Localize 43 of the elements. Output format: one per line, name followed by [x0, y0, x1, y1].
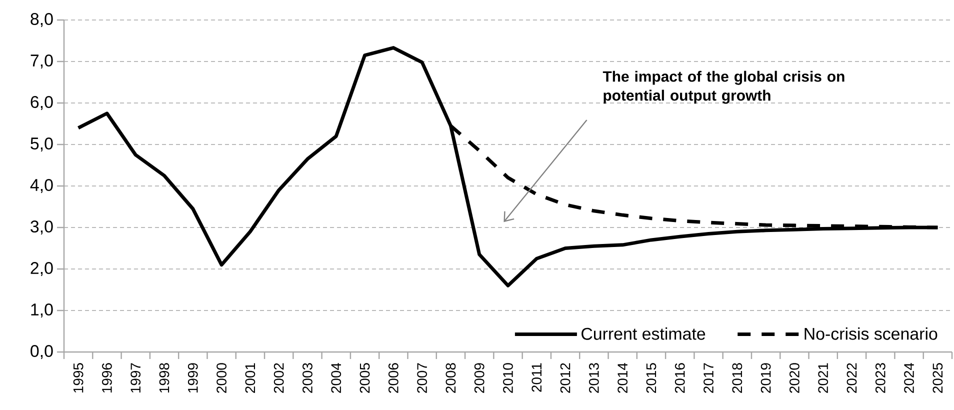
x-tick-label: 2022 — [846, 363, 857, 393]
y-tick-label: 0,0 — [30, 345, 53, 359]
y-tick-label: 1,0 — [31, 304, 53, 318]
y-tick-label: 3,0 — [30, 220, 53, 234]
x-tick-label: 2018 — [732, 363, 742, 393]
x-tick-label: 2002 — [274, 363, 284, 393]
x-tick-label: 1996 — [102, 363, 112, 392]
x-tick-label: 2004 — [331, 362, 342, 393]
x-tick-label: 2009 — [474, 363, 484, 393]
x-tick-label: 2007 — [417, 363, 428, 393]
x-tick-label: 2020 — [790, 363, 800, 393]
x-tick-label: 2011 — [532, 363, 542, 392]
x-tick-label: 1997 — [130, 363, 141, 392]
x-tick-label: 2019 — [760, 363, 771, 393]
x-tick-label: 2013 — [588, 363, 599, 393]
x-tick-label: 2016 — [674, 363, 685, 393]
x-tick-label: 2008 — [446, 363, 456, 393]
x-tick-label: 2014 — [618, 362, 628, 393]
x-tick-label: 2017 — [704, 363, 714, 393]
legend-label: Current estimate — [582, 327, 706, 340]
y-tick-label: 8,0 — [30, 13, 53, 27]
y-tick-label: 2,0 — [30, 262, 53, 276]
x-tick-label: 2010 — [503, 363, 513, 393]
y-tick-label: 5,0 — [30, 138, 53, 152]
x-tick-label: 2003 — [302, 363, 312, 393]
x-tick-label: 1998 — [159, 363, 170, 392]
annotation: The impact of the global crisis on potential output growth — [602, 70, 844, 104]
x-tick-label: 1995 — [73, 363, 84, 392]
x-tick-label: 2024 — [904, 362, 914, 393]
x-tick-label: 2012 — [560, 363, 570, 393]
y-tick-label: 7,0 — [30, 54, 53, 68]
y-tick-label: 4,0 — [30, 179, 53, 193]
x-tick-label: 1999 — [188, 363, 198, 392]
x-tick-label: 2015 — [646, 363, 656, 393]
y-tick-label: 6,0 — [30, 96, 53, 110]
x-tick-label: 2021 — [818, 363, 828, 393]
x-tick-label: 2006 — [388, 363, 398, 393]
x-tick-label: 2001 — [245, 363, 256, 393]
x-tick-label: 2005 — [360, 363, 370, 393]
x-tick-label: 2023 — [875, 363, 886, 393]
legend-label: No-crisis scenario — [804, 327, 938, 340]
x-tick-label: 2025 — [932, 363, 943, 393]
x-tick-label: 2000 — [216, 363, 226, 393]
